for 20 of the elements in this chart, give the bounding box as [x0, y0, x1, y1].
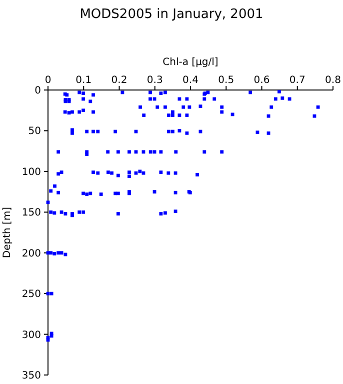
y-tick-label: 350 — [22, 370, 41, 382]
y-tick-label: 50 — [28, 126, 41, 138]
x-tick-label: 0.3 — [146, 75, 163, 86]
x-tick-label: 0.1 — [76, 75, 92, 86]
x-tick-label: 0.8 — [325, 75, 341, 86]
x-tick-label: 0.4 — [182, 75, 198, 86]
y-tick-label: 0 — [34, 86, 41, 96]
x-tick-label: 0.7 — [289, 75, 306, 86]
x-tick-label: 0 — [44, 75, 52, 86]
y-tick-label: 200 — [22, 248, 41, 260]
x-tick-label: 0.5 — [218, 75, 234, 86]
x-tick-label: 0.6 — [254, 75, 270, 86]
y-tick-label: 100 — [22, 166, 41, 178]
y-tick-label: 300 — [22, 330, 41, 341]
x-axis-title: Chl-a [µg/l] — [162, 57, 218, 68]
x-tick-label: 0.2 — [111, 75, 128, 86]
y-axis-title: Depth [m] — [2, 206, 13, 258]
chart-title: MODS2005 in January, 2001 — [80, 7, 264, 22]
y-tick-label: 150 — [22, 208, 41, 219]
y-tick-label: 250 — [22, 289, 41, 300]
